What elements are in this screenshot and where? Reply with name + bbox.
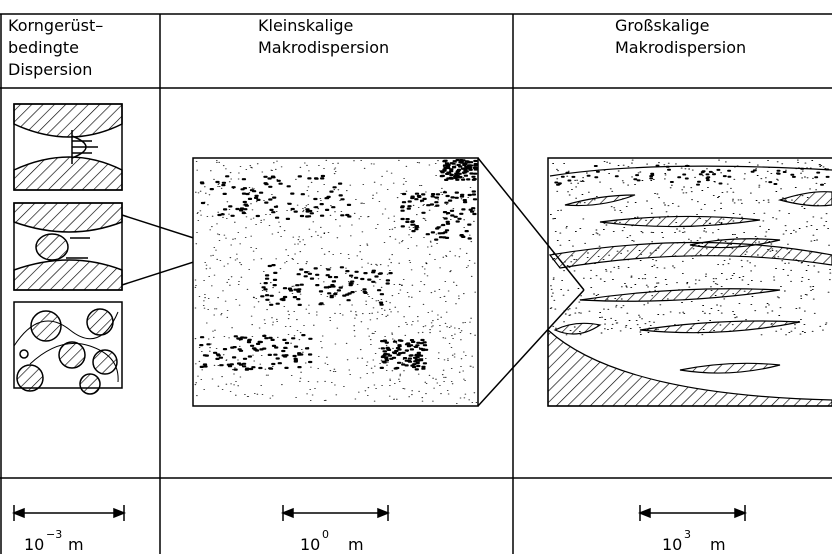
column-title: Dispersion (8, 60, 92, 79)
scale-unit: m (68, 535, 84, 554)
scale-base: 10 (662, 535, 682, 554)
column-title: bedingte (8, 38, 79, 57)
stipple (260, 264, 393, 306)
stipple (379, 338, 429, 371)
scale-bar (11, 505, 127, 521)
stipple (439, 159, 479, 181)
scale-base: 10 (300, 535, 320, 554)
scale-exponent: 0 (322, 528, 329, 541)
scale-exponent: 3 (684, 528, 691, 541)
stipple (549, 159, 832, 336)
pore-panels (13, 103, 232, 395)
column-title: Makrodispersion (615, 38, 746, 57)
scale-unit: m (710, 535, 726, 554)
scale-bar (280, 505, 391, 521)
zoom-lines (477, 157, 585, 407)
scale-unit: m (348, 535, 364, 554)
scale-bar (637, 505, 748, 521)
frame (0, 13, 832, 554)
scale-base: 10 (24, 535, 44, 554)
column-title: Korngerüst– (8, 16, 103, 35)
column-title: Kleinskalige (258, 16, 353, 35)
stipple (199, 174, 352, 220)
stipple (194, 159, 478, 404)
stipple (400, 190, 478, 241)
scale-exponent: −3 (46, 528, 62, 541)
stipple (554, 164, 830, 186)
column-title: Großskalige (615, 16, 710, 35)
column-title: Makrodispersion (258, 38, 389, 57)
stipple (199, 334, 313, 371)
lenses (547, 165, 832, 407)
